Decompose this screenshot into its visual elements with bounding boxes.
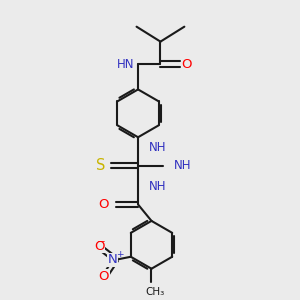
Text: O: O <box>99 198 109 211</box>
Text: S: S <box>96 158 106 173</box>
Text: O: O <box>99 270 109 283</box>
Text: NH: NH <box>148 180 166 193</box>
Text: NH: NH <box>148 141 166 154</box>
Text: NH: NH <box>174 159 191 172</box>
Text: +: + <box>116 250 123 259</box>
Text: O: O <box>181 58 192 70</box>
Text: N: N <box>107 253 117 266</box>
Text: −: − <box>97 237 105 247</box>
Text: O: O <box>94 240 105 253</box>
Text: CH₃: CH₃ <box>146 286 165 297</box>
Text: HN: HN <box>117 58 134 70</box>
